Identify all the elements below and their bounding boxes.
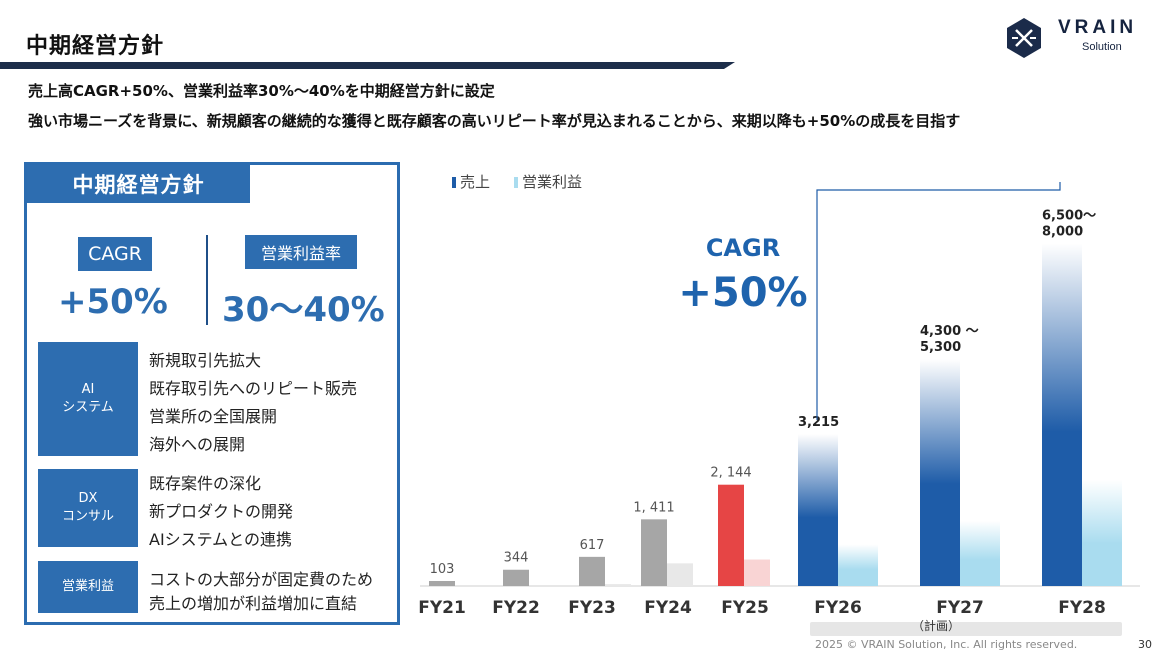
profit-item-1: コストの大部分が固定費のため	[149, 570, 374, 589]
bar-sales-FY23	[579, 556, 605, 586]
category-operating-profit: 営業利益	[38, 561, 138, 613]
bar-sales-FY28	[1042, 243, 1082, 586]
bar-sales-FY27	[920, 359, 960, 586]
cagr-connector	[816, 182, 1061, 420]
margin-label: 営業利益率	[245, 235, 357, 269]
value-label-FY22: 344	[504, 551, 529, 566]
value-label-FY24: 1, 411	[633, 500, 674, 515]
bar-profit-FY23	[605, 584, 631, 586]
category-dx-consulting: DX コンサル	[38, 469, 138, 547]
x-label-FY21: FY21	[418, 598, 466, 618]
cagr-label: CAGR	[78, 237, 152, 271]
bar-sales-FY21	[429, 581, 455, 586]
margin-value: 30～40%	[222, 290, 385, 330]
bar-profit-FY28	[1082, 479, 1122, 586]
legend-sales: 売上	[460, 173, 491, 191]
company-logo	[1004, 16, 1154, 60]
policy-panel	[24, 162, 400, 625]
ai-item-1: 新規取引先拡大	[149, 351, 262, 370]
value-label-FY26: 3,215	[798, 415, 839, 430]
bar-profit-FY27	[960, 520, 1000, 586]
value-label-FY27: 5,300	[920, 340, 961, 355]
cagr-annotation-value: +50%	[678, 270, 807, 316]
logo-wordmark: VRAIN	[1058, 17, 1138, 38]
x-label-FY25: FY25	[721, 598, 769, 618]
plan-bracket	[810, 622, 1122, 636]
value-label-FY25: 2, 144	[710, 466, 751, 481]
page-title: 中期経営方針	[26, 34, 165, 59]
x-label-FY24: FY24	[644, 598, 692, 618]
bar-sales-FY25	[718, 484, 744, 586]
subtitle-line-2: 強い市場ニーズを背景に、新規顧客の継続的な獲得と既存顧客の高いリピート率が見込ま…	[28, 112, 961, 130]
plan-label: （計画）	[912, 619, 961, 633]
dx-item-1: 既存案件の深化	[149, 474, 262, 493]
cagr-value: +50%	[58, 282, 168, 322]
ai-item-3: 営業所の全国展開	[149, 407, 278, 426]
legend-sales-swatch	[452, 177, 456, 188]
dx-item-3: AIシステムとの連携	[149, 530, 293, 549]
cagr-annotation-label: CAGR	[706, 234, 780, 262]
bar-profit-FY25	[744, 559, 770, 586]
category-ai-system: AI システム	[38, 342, 138, 456]
subtitle-line-1: 売上高CAGR+50%、営業利益率30%～40%を中期経営方針に設定	[28, 82, 495, 100]
value-label-FY21: 103	[430, 562, 455, 577]
x-label-FY22: FY22	[492, 598, 540, 618]
x-label-FY28: FY28	[1058, 598, 1106, 618]
x-label-FY27: FY27	[936, 598, 984, 618]
profit-item-2: 売上の増加が利益増加に直結	[149, 594, 358, 613]
copyright: 2025 © VRAIN Solution, Inc. All rights r…	[815, 638, 1078, 651]
value-label-FY28: 6,500～	[1042, 208, 1096, 223]
x-label-FY23: FY23	[568, 598, 616, 618]
bar-profit-FY26	[838, 544, 878, 586]
bar-sales-FY26	[798, 434, 838, 586]
x-label-FY26: FY26	[814, 598, 862, 618]
bar-profit-FY24	[667, 563, 693, 586]
value-label-FY23: 617	[580, 538, 605, 553]
page-number: 30	[1138, 638, 1152, 651]
bar-sales-FY24	[641, 519, 667, 586]
value-label-FY28: 8,000	[1042, 224, 1083, 239]
ai-item-4: 海外への展開	[149, 435, 246, 454]
logo-subtext: Solution	[1082, 41, 1122, 53]
dx-item-2: 新プロダクトの開発	[149, 502, 294, 521]
value-label-FY27: 4,300 ～	[920, 324, 979, 339]
title-underline	[0, 62, 735, 69]
kpi-divider	[206, 235, 208, 325]
bar-sales-FY22	[503, 569, 529, 586]
revenue-chart: 103 FY21 344 FY22 617 FY23 1, 411 FY24 2, 144 FY2…	[418, 182, 1140, 636]
ai-item-2: 既存取引先へのリピート販売	[149, 379, 358, 398]
logo-mark-icon	[1007, 18, 1041, 58]
legend-profit: 営業利益	[522, 173, 583, 191]
policy-panel-tab: 中期経営方針	[27, 165, 250, 203]
legend-profit-swatch	[514, 177, 518, 188]
